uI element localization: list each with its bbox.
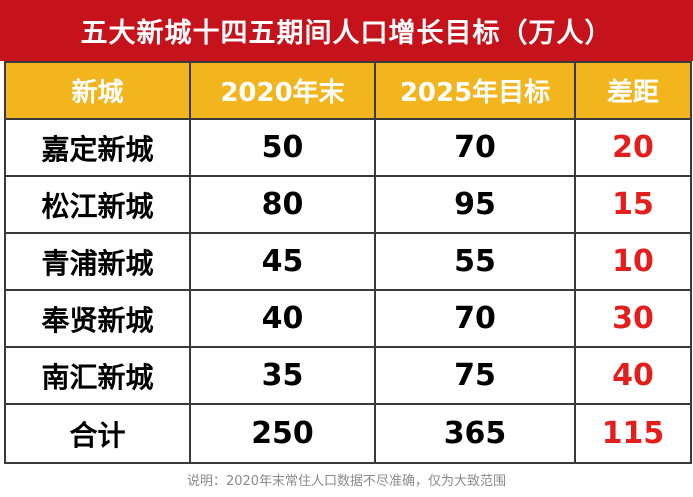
header-row: 新城 2020年末 2025年目标 差距 (4, 61, 692, 120)
value-2020-cell: 40 (189, 289, 376, 348)
footnote: 说明：2020年末常住人口数据不尽准确，仅为大致范围 (186, 474, 507, 489)
value-2025-cell: 70 (374, 118, 576, 177)
value-2025-cell: 75 (374, 346, 576, 405)
city-name-cell: 松江新城 (4, 175, 191, 234)
column-header-2025: 2025年目标 (374, 61, 576, 120)
value-2020-cell: 45 (189, 232, 376, 291)
total-2020-cell: 250 (189, 403, 376, 464)
total-label-cell: 合计 (4, 403, 191, 464)
value-2025-cell: 95 (374, 175, 576, 234)
city-name-cell: 嘉定新城 (4, 118, 191, 177)
value-2025-cell: 55 (374, 232, 576, 291)
gap-cell: 30 (574, 289, 692, 348)
city-name-cell: 南汇新城 (4, 346, 191, 405)
value-2020-cell: 35 (189, 346, 376, 405)
data-table: 新城 2020年末 2025年目标 差距 嘉定新城 50 70 20 松江新城 … (4, 61, 692, 464)
value-2020-cell: 80 (189, 175, 376, 234)
column-header-2020: 2020年末 (189, 61, 376, 120)
table-row: 松江新城 80 95 15 (4, 175, 692, 234)
column-header-city: 新城 (4, 61, 191, 120)
city-name-cell: 青浦新城 (4, 232, 191, 291)
gap-cell: 15 (574, 175, 692, 234)
total-row: 合计 250 365 115 (4, 403, 692, 464)
gap-cell: 20 (574, 118, 692, 177)
total-2025-cell: 365 (374, 403, 576, 464)
city-name-cell: 奉贤新城 (4, 289, 191, 348)
table-row: 南汇新城 35 75 40 (4, 346, 692, 405)
table-row: 青浦新城 45 55 10 (4, 232, 692, 291)
total-gap-cell: 115 (574, 403, 692, 464)
gap-cell: 40 (574, 346, 692, 405)
value-2025-cell: 70 (374, 289, 576, 348)
table-row: 奉贤新城 40 70 30 (4, 289, 692, 348)
value-2020-cell: 50 (189, 118, 376, 177)
gap-cell: 10 (574, 232, 692, 291)
table-row: 嘉定新城 50 70 20 (4, 118, 692, 177)
chart-title: 五大新城十四五期间人口增长目标（万人） (0, 0, 693, 61)
column-header-gap: 差距 (574, 61, 692, 120)
